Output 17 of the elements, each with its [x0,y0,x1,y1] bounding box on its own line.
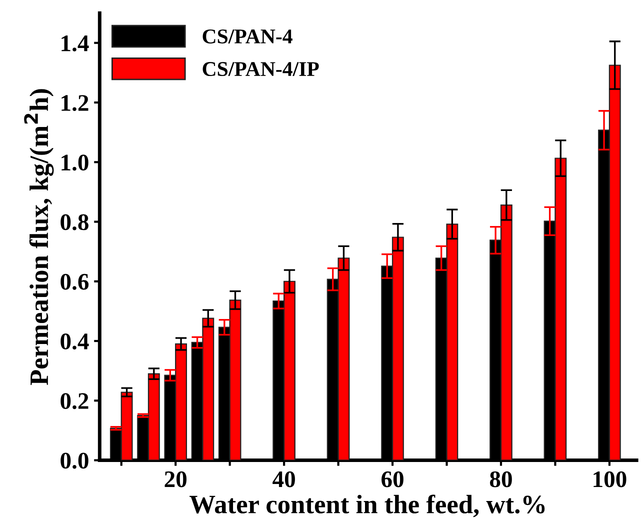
x-tick-label: 20 [164,471,186,488]
y-tick-label: 0.4 [60,333,89,350]
y-tick-label: 0.6 [60,274,89,290]
x-tick-label: 100 [594,471,626,488]
x-tick-label: 80 [490,471,512,488]
x-axis-title: Water content in the feed, wt.% [190,494,545,518]
legend-label: CS/PAN-4 [202,29,292,44]
y-tick-label: 0.2 [60,393,88,410]
y-tick-label: 1.0 [62,154,88,171]
y-tick-label: 0.8 [60,214,88,230]
legend-label: CS/PAN-4/IP [202,62,319,76]
x-tick-label: 60 [382,471,404,488]
y-tick-label: 0.0 [60,452,88,469]
x-tick-label: 40 [272,471,295,488]
y-axis-title: Permeation flux, kg/(m$^{2}$h) [24,89,54,386]
y-tick-label: 1.2 [62,95,88,112]
y-tick-label: 1.4 [62,35,89,52]
